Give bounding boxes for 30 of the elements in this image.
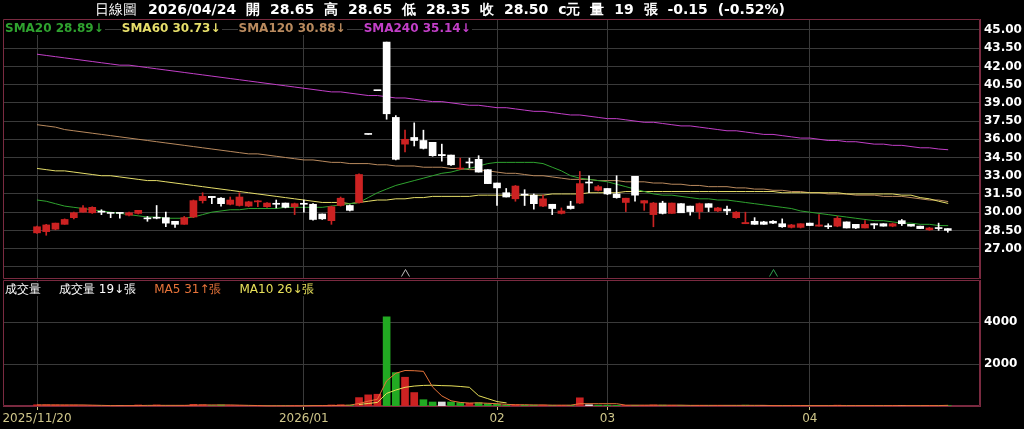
text: SMA120 30.88↓ [237, 21, 347, 35]
x-tick-label: 2026/01 [278, 411, 329, 426]
text: MA5 31↑張 [153, 282, 223, 296]
chart-subtitle: 2026/04/24 開 28.65 高 28.65 低 28.35 收 28.50 c元 量 19 張 -0.15 (-0.52%) [148, 1, 785, 18]
chart-title: 日線圖 [95, 1, 137, 18]
chart-title: 成交量 [4, 282, 42, 296]
y-tick-label: 37.50 [984, 113, 1022, 128]
y-tick-label: 28.50 [984, 222, 1022, 237]
text: SMA20 28.89↓ [4, 21, 105, 35]
y-tick-label: 34.50 [984, 149, 1022, 164]
x-tick-label: 04 [802, 411, 818, 426]
y-tick-label: 27.00 [984, 240, 1022, 255]
x-tick-label: 02 [489, 411, 505, 426]
x-tick-label: 2025/11/20 [2, 411, 72, 426]
y-tick-label: 30.00 [984, 204, 1022, 219]
text: 成交量 19↓張 [58, 282, 138, 296]
text: SMA60 30.73↓ [120, 21, 222, 35]
y-tick-label: 4000 [984, 314, 1018, 329]
y-tick-label: 43.50 [984, 40, 1022, 55]
y-tick-label: 36.00 [984, 131, 1022, 146]
text: SMA240 35.14↓ [362, 21, 472, 35]
y-tick-label: 39.00 [984, 94, 1022, 109]
y-tick-label: 33.00 [984, 167, 1022, 182]
y-tick-label: 42.00 [984, 58, 1022, 73]
y-tick-label: 31.50 [984, 186, 1022, 201]
y-tick-label: 2000 [984, 356, 1018, 371]
x-tick-label: 03 [599, 411, 616, 426]
y-tick-label: 40.50 [984, 76, 1022, 91]
text: MA10 26↓張 [238, 282, 316, 296]
y-tick-label: 45.00 [984, 22, 1022, 37]
